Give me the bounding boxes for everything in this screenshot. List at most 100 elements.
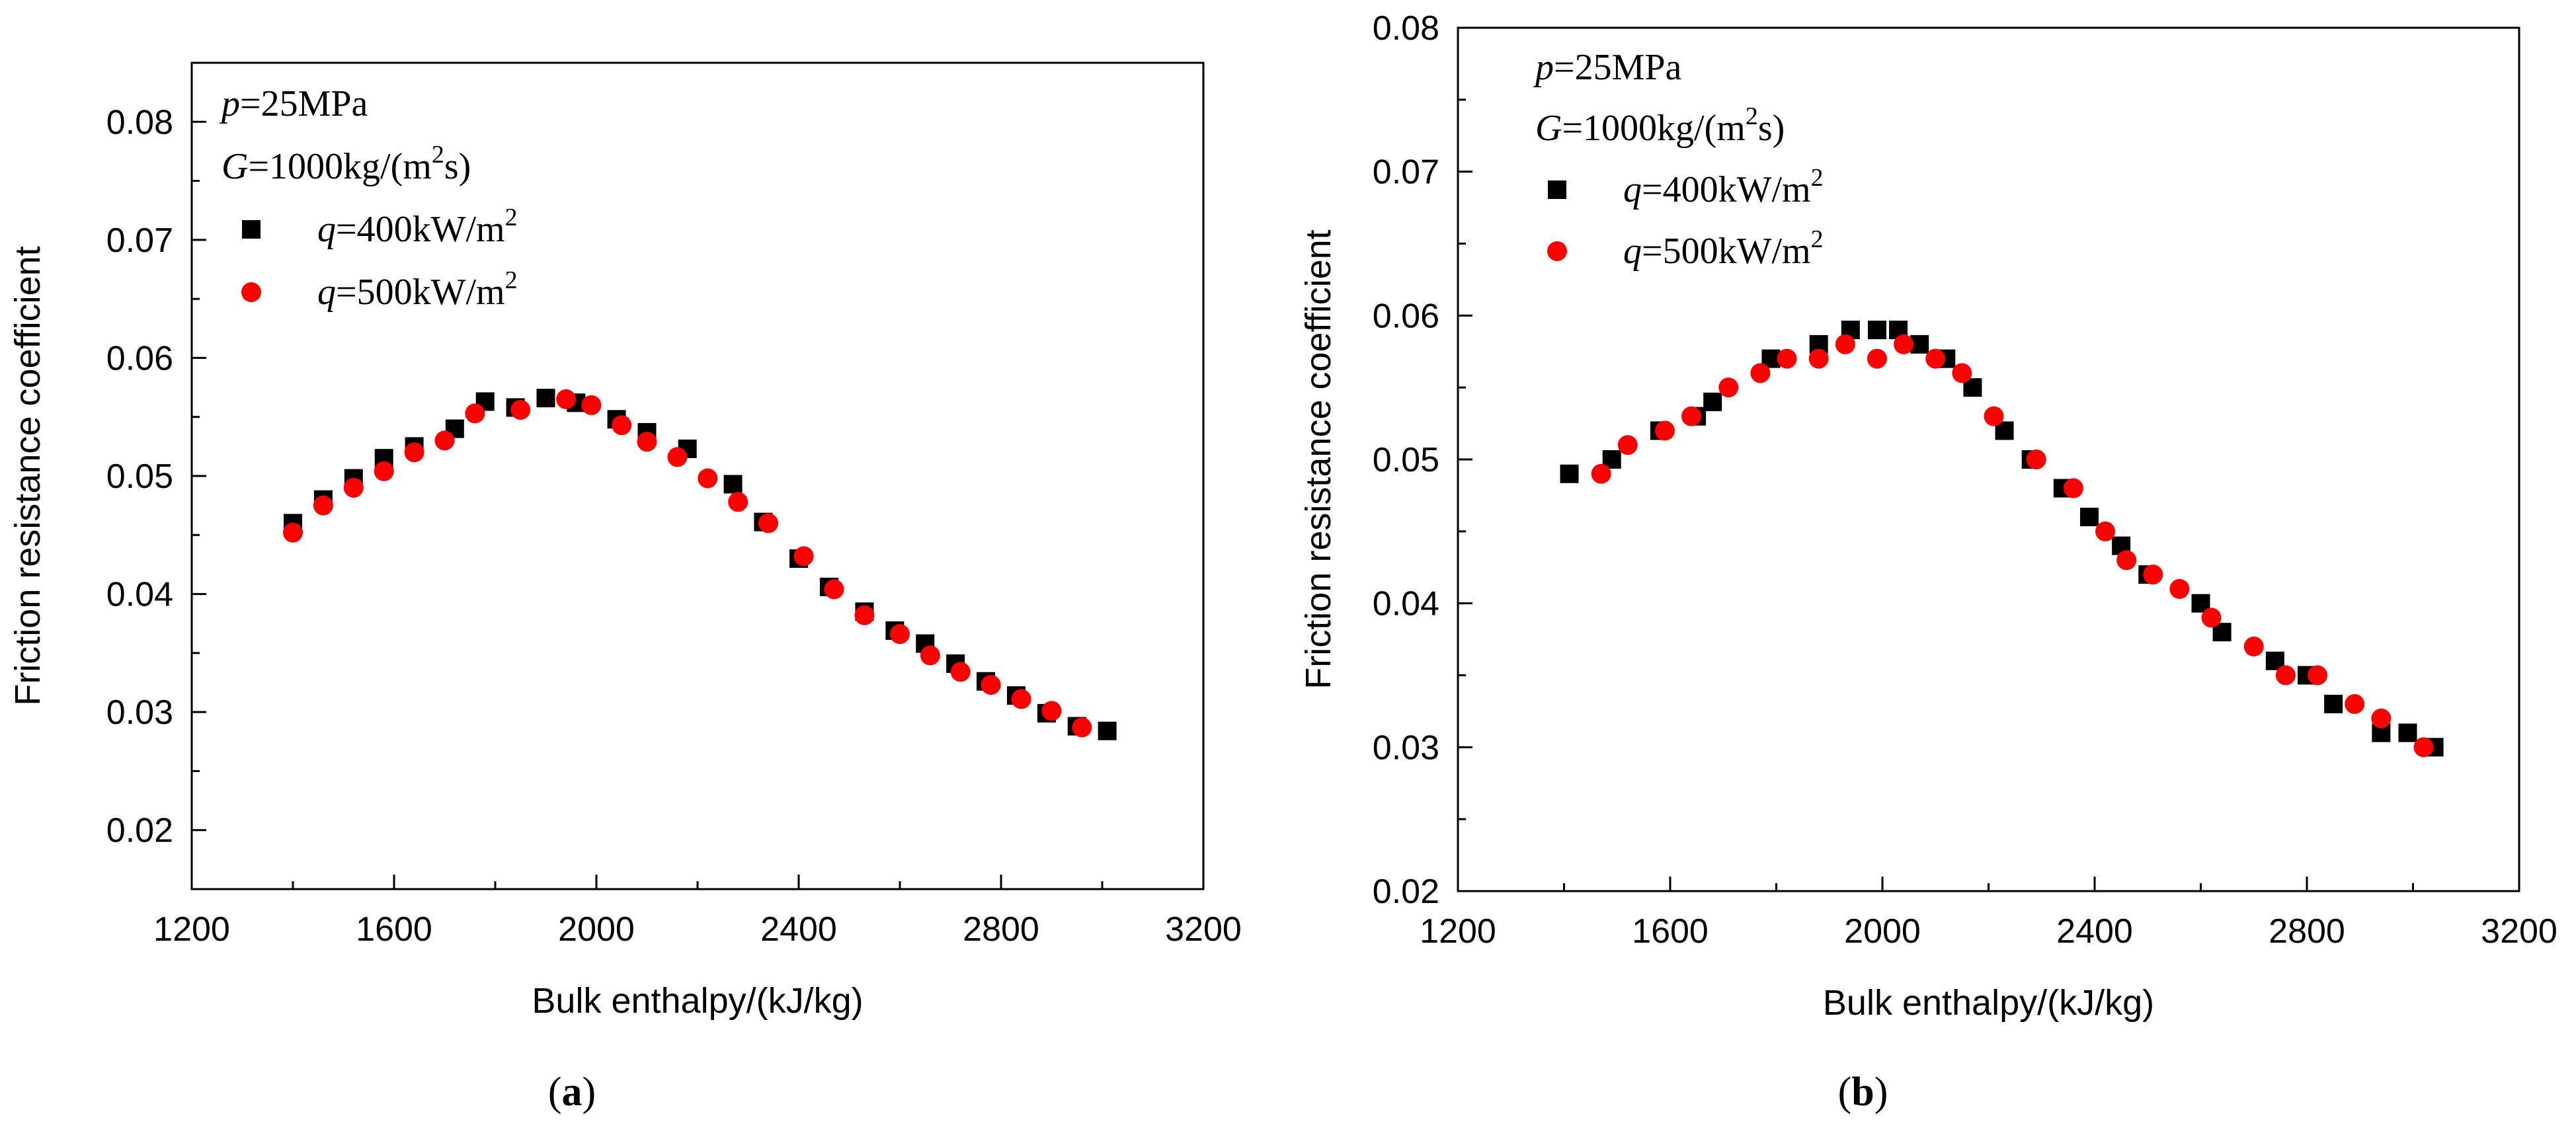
data-point-circle (2413, 737, 2434, 758)
legend-text: =500kW/m (1642, 231, 1811, 272)
data-point-circle (374, 461, 394, 481)
legend-marker-circle (241, 282, 261, 302)
data-point-circle (1835, 334, 1855, 354)
annotation-superscript: 2 (432, 141, 444, 169)
legend-variable: q (1623, 169, 1642, 210)
data-point-circle (1984, 406, 2004, 426)
data-point-circle (2026, 450, 2046, 469)
data-point-circle (2201, 608, 2222, 628)
data-point-circle (2063, 478, 2083, 498)
data-point-square (1703, 392, 1722, 411)
data-point-circle (1617, 435, 1638, 455)
data-point-circle (313, 495, 333, 516)
x-tick-label: 2000 (1844, 912, 1921, 951)
x-tick-label: 3200 (2481, 912, 2557, 951)
data-point-circle (981, 675, 1001, 695)
panel-label-letter: a (562, 1070, 583, 1115)
data-point-circle (758, 513, 779, 533)
data-point-circle (581, 395, 602, 415)
data-point-circle (1654, 420, 1675, 441)
panel-label-close: ) (583, 1070, 596, 1115)
legend-marker-square (1548, 180, 1566, 199)
data-point-circle (1894, 334, 1914, 354)
x-tick-label: 2400 (760, 910, 837, 949)
y-tick-label: 0.03 (1373, 728, 1439, 767)
annotation-tail: s) (444, 146, 471, 187)
annotation-value: =25MPa (240, 83, 368, 124)
mass-flux-annotation: G=1000kg/(m2s) (1535, 102, 1785, 149)
data-point-circle (465, 403, 485, 424)
data-point-circle (612, 415, 632, 436)
legend-variable: q (317, 272, 336, 313)
data-point-circle (637, 432, 657, 452)
legend-label: q=500kW/m2 (1623, 225, 1824, 272)
annotation-value: =25MPa (1554, 47, 1682, 88)
y-tick-label: 0.08 (1373, 9, 1439, 48)
data-point-circle (667, 447, 688, 467)
data-point-circle (1041, 701, 1062, 721)
data-point-square (1867, 321, 1886, 340)
data-point-circle (793, 546, 814, 567)
data-point-square (2324, 695, 2343, 714)
data-point-circle (1925, 348, 1946, 369)
x-tick-label: 1200 (1420, 912, 1496, 951)
chart-panel-a: 1200 1600 2000 2400 2800 3200 0.02 0.03 0.04 0.05… (8, 61, 1242, 1115)
data-point-circle (950, 662, 971, 682)
y-axis-title: Friction resistance coefficient (8, 246, 48, 705)
x-tick-label: 2800 (2269, 912, 2345, 951)
y-tick-label: 0.05 (106, 457, 173, 496)
data-point-circle (343, 477, 364, 498)
x-axis-title: Bulk enthalpy/(kJ/kg) (1823, 983, 2154, 1023)
data-point-circle (1808, 348, 1829, 369)
data-point-square (2079, 508, 2099, 527)
y-tick-label: 0.05 (1373, 441, 1439, 479)
x-tick-label: 2000 (558, 910, 635, 949)
data-point-square (2398, 723, 2417, 742)
legend-marker-circle (1547, 241, 1567, 261)
legend-variable: q (1623, 231, 1642, 272)
data-point-circle (2143, 565, 2163, 585)
panel-label-letter: b (1851, 1070, 1874, 1115)
data-point-circle (2345, 694, 2365, 715)
data-point-circle (434, 430, 455, 451)
x-tick-label: 1600 (1632, 912, 1709, 951)
y-tick-label: 0.03 (106, 693, 173, 732)
legend-superscript: 2 (1811, 225, 1824, 253)
y-tick-label: 0.02 (106, 812, 173, 850)
annotation-tail: s) (1758, 108, 1785, 149)
data-point-circle (1750, 363, 1771, 383)
data-point-circle (920, 645, 940, 666)
data-point-circle (2095, 521, 2116, 541)
legend-superscript: 2 (505, 266, 518, 294)
chart-panel-b: 1200 1600 2000 2400 2800 3200 0.02 0.03 0.04 0.05… (1299, 9, 2557, 1115)
x-axis-title: Bulk enthalpy/(kJ/kg) (532, 981, 863, 1021)
data-point-circle (404, 442, 424, 463)
mass-flux-annotation: G=1000kg/(m2s) (221, 141, 471, 187)
panel-label-open: ( (1838, 1070, 1852, 1115)
legend-variable: q (317, 209, 336, 250)
data-point-circle (2116, 550, 2137, 570)
data-point-circle (2308, 665, 2328, 686)
data-point-circle (1591, 463, 1611, 484)
pressure-annotation: p=25MPa (1533, 47, 1682, 88)
x-tick-label: 2800 (963, 910, 1039, 949)
data-point-circle (2275, 665, 2296, 686)
data-point-circle (1011, 689, 1031, 709)
data-point-circle (556, 389, 577, 409)
data-point-circle (698, 468, 718, 489)
x-tick-label: 2400 (2056, 912, 2133, 951)
y-tick-label: 0.02 (1373, 873, 1439, 911)
data-point-square (1560, 464, 1579, 483)
legend-text: =500kW/m (336, 272, 505, 313)
data-point-circle (1718, 377, 1739, 398)
data-point-circle (1777, 348, 1797, 369)
legend-text: =400kW/m (336, 209, 505, 250)
y-tick-label: 0.08 (106, 103, 173, 141)
y-tick-label: 0.06 (106, 339, 173, 377)
annotation-value: =1000kg/(m (1562, 108, 1745, 149)
y-axis-title: Friction resistance coefficient (1299, 229, 1338, 689)
data-point-circle (1952, 363, 1972, 383)
legend-text: =400kW/m (1642, 169, 1811, 210)
data-point-circle (1867, 348, 1887, 369)
